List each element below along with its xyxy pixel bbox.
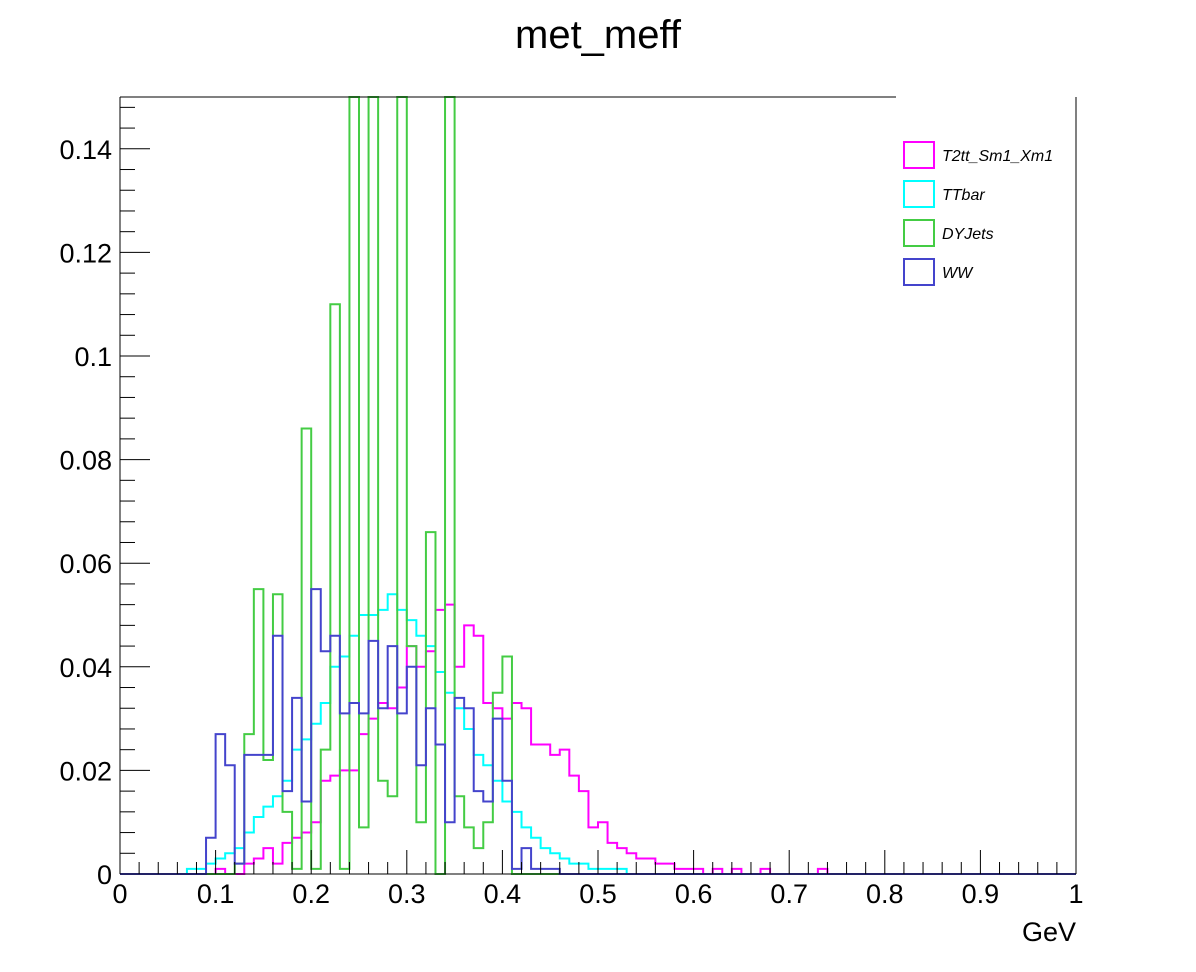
y-tick-label: 0.08 (59, 446, 112, 476)
legend: T2tt_Sm1_Xm1 TTbar DYJets WW (895, 130, 1075, 290)
x-tick-label: 0.5 (579, 879, 617, 909)
legend-swatch-T2tt_Sm1_Xm1 (903, 141, 935, 169)
x-tick-label: 0.8 (866, 879, 904, 909)
x-tick-label: 0.6 (675, 879, 713, 909)
y-tick-label: 0 (97, 860, 112, 890)
legend-label-WW: WW (942, 265, 974, 282)
legend-swatch-DYJets (903, 219, 935, 247)
legend-label-T2tt_Sm1_Xm1: T2tt_Sm1_Xm1 (942, 148, 1053, 165)
x-tick-label: 1 (1068, 879, 1083, 909)
y-tick-label: 0.04 (59, 653, 112, 683)
axis-ticks: 0 0.1 0.2 0.3 0.4 0.5 0.6 0.7 0.8 0.9 1 0 0.02 0.04 0.… (59, 106, 1084, 909)
x-tick-label: 0.3 (388, 879, 426, 909)
x-tick-label: 0.7 (770, 879, 808, 909)
x-tick-label: 0 (112, 879, 127, 909)
legend-box (895, 130, 1075, 290)
x-tick-label: 0.1 (197, 879, 235, 909)
y-tick-label: 0.14 (59, 135, 112, 165)
legend-swatch-WW (903, 258, 935, 286)
x-axis-title: GeV (1022, 917, 1076, 947)
y-tick-label: 0.06 (59, 549, 112, 579)
x-tick-label: 0.9 (962, 879, 1000, 909)
legend-label-DYJets: DYJets (942, 226, 994, 243)
y-tick-label: 0.1 (74, 342, 112, 372)
x-tick-label: 0.4 (484, 879, 522, 909)
x-tick-label: 0.2 (292, 879, 330, 909)
y-tick-label: 0.02 (59, 756, 112, 786)
legend-swatch-TTbar (903, 180, 935, 208)
chart-title: met_meff (515, 13, 682, 57)
y-tick-label: 0.12 (59, 238, 112, 268)
legend-label-TTbar: TTbar (942, 187, 985, 204)
